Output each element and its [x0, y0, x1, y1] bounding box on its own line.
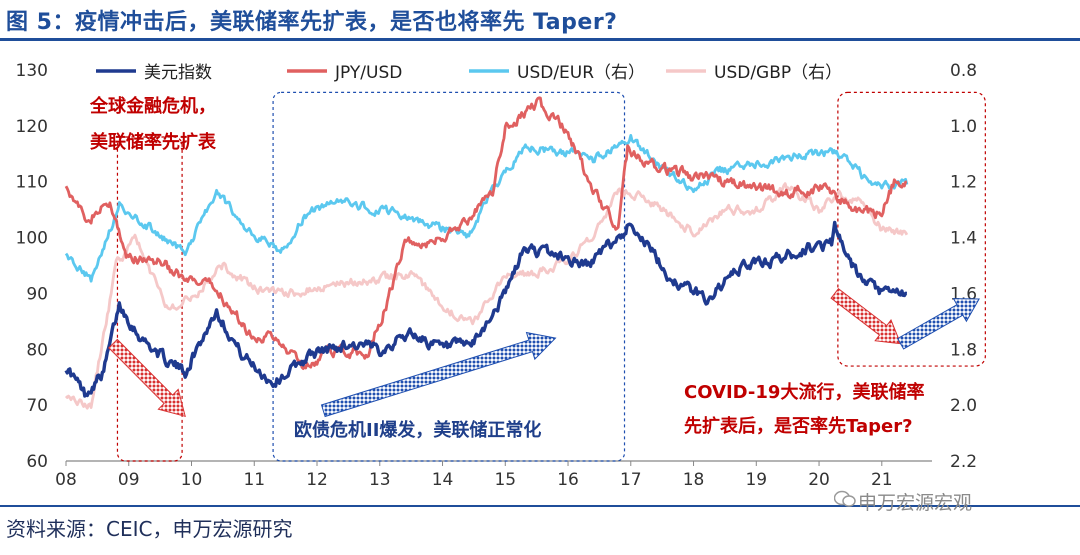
x-tick-label: 18 [683, 470, 705, 490]
y-left-tick-label: 100 [16, 229, 48, 249]
x-tick-label: 21 [871, 470, 893, 490]
x-tick-label: 14 [432, 470, 454, 490]
y-left-tick-label: 120 [16, 117, 48, 137]
y-right-tick-label: 2.2 [950, 452, 977, 472]
x-tick-label: 15 [494, 470, 516, 490]
covid-down-arrow [830, 288, 902, 345]
x-tick-label: 11 [243, 470, 265, 490]
covid-box [837, 91, 986, 367]
y-left-tick-label: 70 [26, 396, 48, 416]
wechat-icon [834, 490, 856, 507]
series-line-1 [64, 96, 908, 370]
footer-rule [0, 505, 1080, 507]
x-tick-label: 10 [181, 470, 203, 490]
watermark: 申万宏源宏观 [858, 492, 973, 514]
title-rule [0, 38, 1080, 41]
y-left-tick-label: 60 [26, 452, 48, 472]
legend-label-2: USD/EUR（右） [517, 63, 645, 83]
figure-title: 图 5：疫情冲击后，美联储率先扩表，是否也将率先 Taper? [6, 10, 618, 35]
trend-arrows [108, 288, 980, 418]
y-right-tick-label: 1.2 [950, 173, 977, 193]
x-tick-label: 20 [808, 470, 830, 490]
x-tick-label: 12 [306, 470, 328, 490]
crisis-annotation-line2: 美联储率先扩表 [90, 131, 217, 153]
euro-crisis-annotation: 欧债危机II爆发，美联储正常化 [294, 419, 541, 441]
annotation-boxes [116, 91, 986, 462]
legend-label-0: 美元指数 [144, 63, 212, 83]
x-tick-label: 19 [745, 470, 767, 490]
x-tick-label: 09 [118, 470, 140, 490]
x-tick-label: 16 [557, 470, 579, 490]
series-line-0 [64, 220, 908, 398]
source-note: 资料来源：CEIC，申万宏源研究 [6, 517, 293, 541]
euro-crisis-box [272, 91, 626, 462]
x-tick-label: 13 [369, 470, 391, 490]
y-right-tick-label: 1.0 [950, 117, 977, 137]
chart: 08 09 10 11 12 13 14 15 16 17 18 19 20 21 130 120 110 100… [16, 61, 986, 490]
y-left-tick-label: 110 [16, 173, 48, 193]
legend-label-1: JPY/USD [334, 63, 402, 83]
y-right-tick-label: 2.0 [950, 396, 977, 416]
covid-annotation-line1: COVID-19大流行，美联储率 [684, 381, 924, 403]
series-lines [64, 96, 909, 410]
x-tick-label: 08 [55, 470, 77, 490]
crisis-down-arrow [108, 338, 186, 418]
legend-label-3: USD/GBP（右） [714, 63, 842, 83]
series-line-3 [64, 182, 909, 410]
x-tick-label: 17 [620, 470, 642, 490]
y-left-tick-label: 130 [16, 61, 48, 81]
crisis-box [116, 136, 183, 462]
covid-up-arrow [897, 298, 980, 350]
y-right-tick-label: 1.4 [950, 229, 977, 249]
series-line-2 [64, 134, 909, 283]
covid-annotation-line2: 先扩表后，是否率先Taper? [684, 415, 913, 437]
euro-crisis-up-arrow [320, 331, 557, 418]
y-left-tick-label: 80 [26, 340, 48, 360]
y-right-tick-label: 1.8 [950, 340, 977, 360]
axes: 08 09 10 11 12 13 14 15 16 17 18 19 20 21 130 120 110 100… [16, 61, 978, 490]
legend: 美元指数 JPY/USD USD/EUR（右） USD/GBP（右） [96, 63, 842, 83]
y-right-tick-label: 0.8 [950, 61, 977, 81]
y-left-tick-label: 90 [26, 284, 48, 304]
crisis-annotation-line1: 全球金融危机， [89, 95, 216, 117]
